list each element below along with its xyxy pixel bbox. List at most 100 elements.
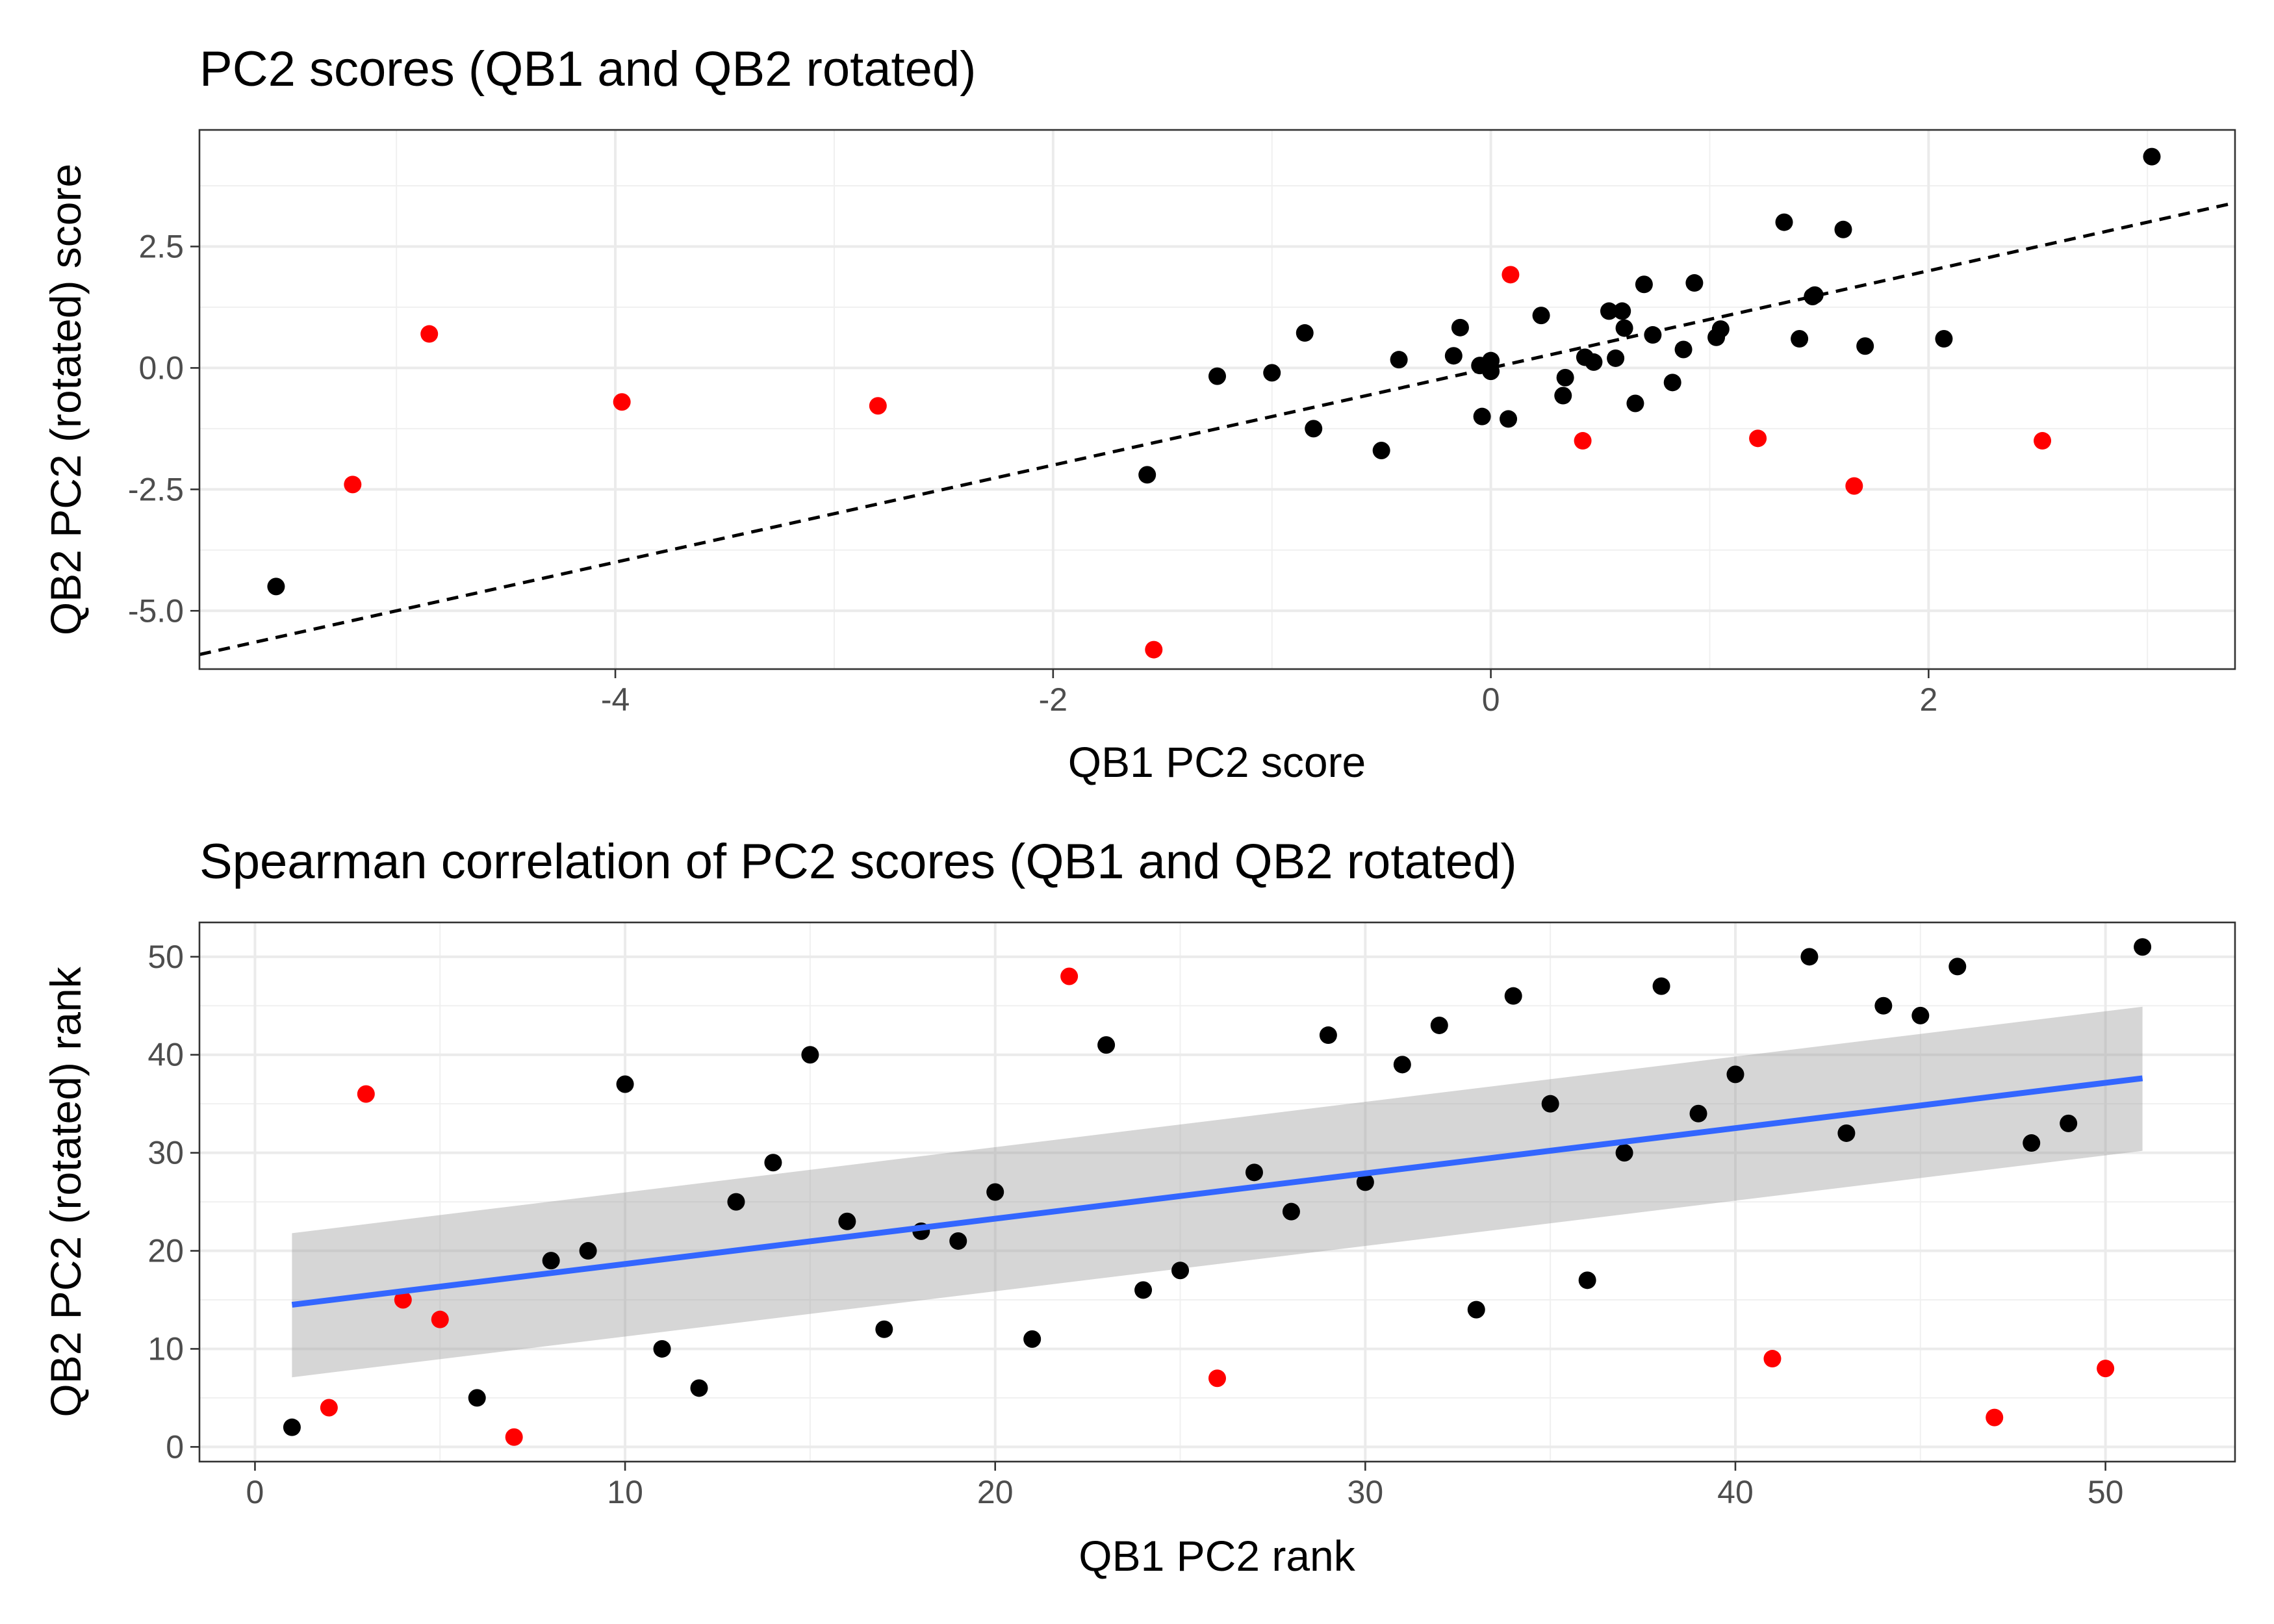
x-axis-ticks: -4 -2 0 2 [601, 669, 1937, 718]
data-point [1615, 319, 1633, 337]
data-point [1208, 1369, 1226, 1388]
data-point [2060, 1114, 2078, 1132]
data-point [1644, 326, 1662, 344]
y-tick-label: -5.0 [128, 592, 184, 629]
data-point [579, 1242, 597, 1260]
data-point [1138, 466, 1156, 484]
data-point [1444, 347, 1463, 365]
data-point [1482, 362, 1500, 381]
grid-minor [199, 130, 2235, 669]
data-point [727, 1193, 745, 1211]
x-axis-title: QB1 PC2 score [1068, 738, 1366, 786]
data-point [267, 577, 285, 596]
data-point [2134, 938, 2152, 956]
data-point [1763, 1350, 1782, 1368]
x-tick-label: -4 [601, 681, 630, 718]
grid-minor [199, 922, 2235, 1462]
data-point [1504, 987, 1522, 1005]
data-point [344, 476, 362, 494]
data-point [1775, 213, 1793, 231]
x-axis-title: QB1 PC2 rank [1079, 1532, 1356, 1580]
data-point [1600, 302, 1618, 320]
y-tick-label: 0 [166, 1428, 184, 1465]
data-point [949, 1232, 967, 1250]
data-point [616, 1075, 634, 1093]
data-point [869, 397, 887, 415]
data-point [1208, 367, 1226, 385]
x-tick-label: 0 [1482, 681, 1500, 718]
data-point [1451, 318, 1469, 336]
data-point [1845, 477, 1863, 495]
data-point [1097, 1036, 1116, 1054]
data-point [1749, 429, 1767, 448]
x-tick-label: 40 [1717, 1474, 1754, 1510]
data-point [1245, 1163, 1263, 1182]
data-point [801, 1046, 819, 1064]
data-point [1556, 368, 1574, 387]
data-point [1390, 351, 1408, 369]
y-axis-ticks: 0 10 20 30 40 50 [147, 939, 199, 1465]
data-point [283, 1418, 301, 1436]
data-point [653, 1339, 671, 1358]
data-point [1574, 432, 1592, 450]
y-axis-title: QB2 PC2 (rotated) score [42, 164, 90, 635]
overlays [199, 201, 2236, 657]
data-point [468, 1389, 486, 1407]
data-point [1626, 394, 1644, 412]
data-point [1372, 442, 1390, 460]
chart-spearman-ranks: Spearman correlation of PC2 scores (QB1 … [42, 834, 2236, 1580]
data-point [1554, 387, 1572, 405]
x-tick-label: 30 [1348, 1474, 1384, 1510]
y-tick-label: 30 [147, 1135, 184, 1171]
data-point [1145, 641, 1163, 659]
data-point [764, 1154, 782, 1172]
data-point [542, 1252, 560, 1270]
x-tick-label: -2 [1039, 681, 1067, 718]
y-tick-label: 0.0 [138, 349, 184, 386]
data-point [875, 1320, 893, 1338]
data-point [1060, 967, 1079, 985]
data-point [1911, 1006, 1930, 1024]
y-axis-title: QB2 PC2 (rotated) rank [42, 966, 90, 1417]
data-point [1837, 1124, 1856, 1142]
data-point [1282, 1202, 1300, 1221]
x-tick-label: 2 [1919, 681, 1937, 718]
data-point [1726, 1065, 1744, 1084]
data-point [2023, 1134, 2041, 1152]
data-point [1874, 996, 1893, 1015]
y-tick-label: 10 [147, 1330, 184, 1367]
data-point [1296, 324, 1314, 342]
data-point [1685, 274, 1704, 292]
data-point [1607, 349, 1625, 367]
y-tick-label: 40 [147, 1037, 184, 1073]
data-point [613, 393, 631, 411]
data-point [1500, 410, 1518, 428]
reference-line [199, 201, 2236, 657]
data-point [1791, 330, 1809, 348]
data-point [320, 1399, 338, 1417]
x-tick-label: 50 [2088, 1474, 2124, 1510]
x-tick-label: 20 [977, 1474, 1014, 1510]
data-point [394, 1291, 412, 1309]
panel-background [199, 130, 2235, 669]
data-point [690, 1379, 708, 1397]
y-tick-label: -2.5 [128, 471, 184, 507]
data-point [2034, 432, 2052, 450]
data-point [1532, 307, 1550, 325]
data-point [1613, 302, 1631, 320]
data-point [1674, 340, 1693, 359]
data-point [1663, 374, 1681, 392]
data-point [1806, 286, 1824, 304]
chart-title: Spearman correlation of PC2 scores (QB1 … [199, 834, 1517, 889]
panel-border [198, 921, 2236, 1463]
y-tick-label: 50 [147, 939, 184, 975]
y-tick-label: 20 [147, 1233, 184, 1269]
data-point [1134, 1281, 1153, 1299]
chart-title: PC2 scores (QB1 and QB2 rotated) [199, 42, 976, 97]
data-point [1473, 407, 1491, 425]
data-point [1652, 977, 1670, 995]
data-point [1711, 320, 1730, 338]
data-point [2097, 1360, 2115, 1378]
data-point [1834, 220, 1852, 238]
